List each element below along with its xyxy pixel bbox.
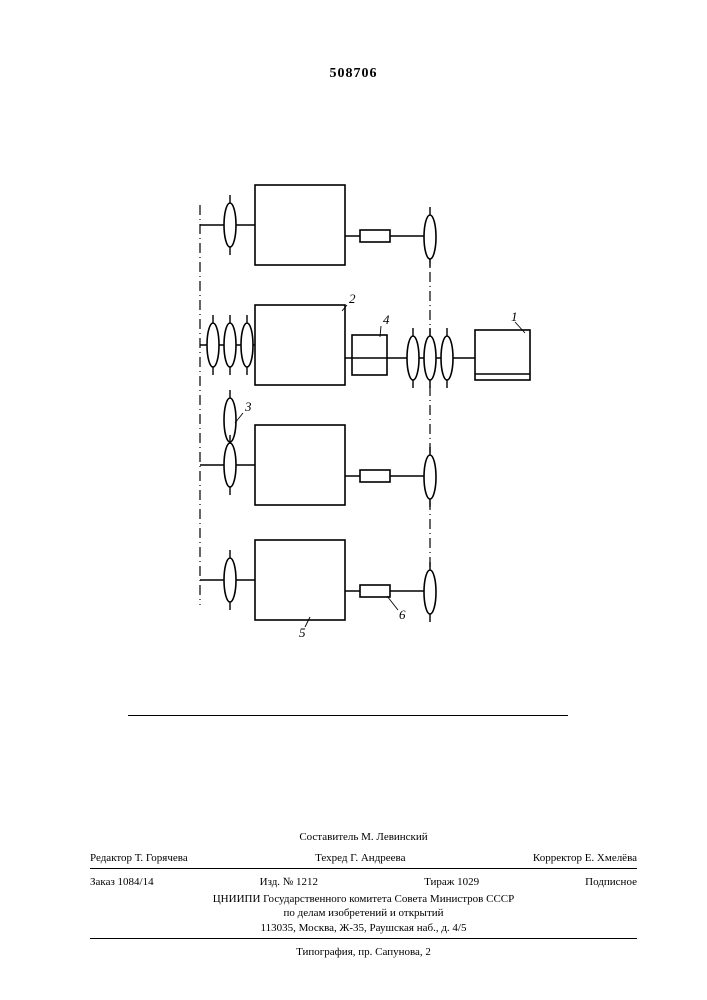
block-1 [475,330,530,380]
rule-1 [90,868,637,869]
spindle-right-6 [424,562,436,622]
org-line-1: ЦНИИПИ Государственного комитета Совета … [90,892,637,907]
block-top [255,185,345,265]
svg-text:5: 5 [299,625,306,640]
spindle-left-2b [224,315,236,375]
block-mid [255,425,345,505]
spindle-right-2c [441,328,453,388]
address-line: 113035, Москва, Ж-35, Раушская наб., д. … [90,921,637,936]
block-5 [255,540,345,620]
label-2: 2 [342,291,356,311]
label-4: 4 [380,312,390,337]
svg-text:4: 4 [383,312,390,327]
corrector: Корректор Е. Хмелёва [533,851,637,866]
compiler-line: Составитель М. Левинский [90,830,637,845]
spindle-left-5 [224,550,236,610]
subscription: Подписное [585,875,637,890]
editor: Редактор Т. Горячева [90,851,188,866]
spindle-right-2b [424,328,436,388]
credits-row: Редактор Т. Горячева Техред Г. Андреева … [90,851,637,866]
schematic-diagram: 1 2 3 4 5 6 [155,175,565,675]
print-row: Заказ 1084/14 Изд. № 1212 Тираж 1029 Под… [90,875,637,890]
spindle-left-mid [224,435,236,495]
order: Заказ 1084/14 [90,875,154,890]
spindle-right-mid [424,447,436,507]
label-3: 3 [235,399,252,423]
tech-editor: Техред Г. Андреева [315,851,405,866]
svg-text:6: 6 [399,607,406,622]
spindle-left-2a [207,315,219,375]
svg-text:2: 2 [349,291,356,306]
org-line-2: по делам изобретений и открытий [90,906,637,921]
coupling-top [360,230,390,242]
coupling-6 [360,585,390,597]
label-6: 6 [387,596,406,622]
spindle-left-2c [241,315,253,375]
page: 508706 [0,0,707,1000]
edition: Изд. № 1212 [260,875,318,890]
circulation: Тираж 1029 [424,875,479,890]
document-number: 508706 [0,66,707,82]
svg-text:3: 3 [244,399,252,414]
spindle-right-2a [407,328,419,388]
rule-2 [90,938,637,939]
block-2 [255,305,345,385]
spindle-right-top [424,207,436,267]
block-4 [352,335,387,375]
footer: Составитель М. Левинский Редактор Т. Гор… [90,830,637,960]
printer-line: Типография, пр. Сапунова, 2 [90,945,637,960]
svg-text:1: 1 [511,309,518,324]
coupling-mid [360,470,390,482]
spindle-left-top [224,195,236,255]
